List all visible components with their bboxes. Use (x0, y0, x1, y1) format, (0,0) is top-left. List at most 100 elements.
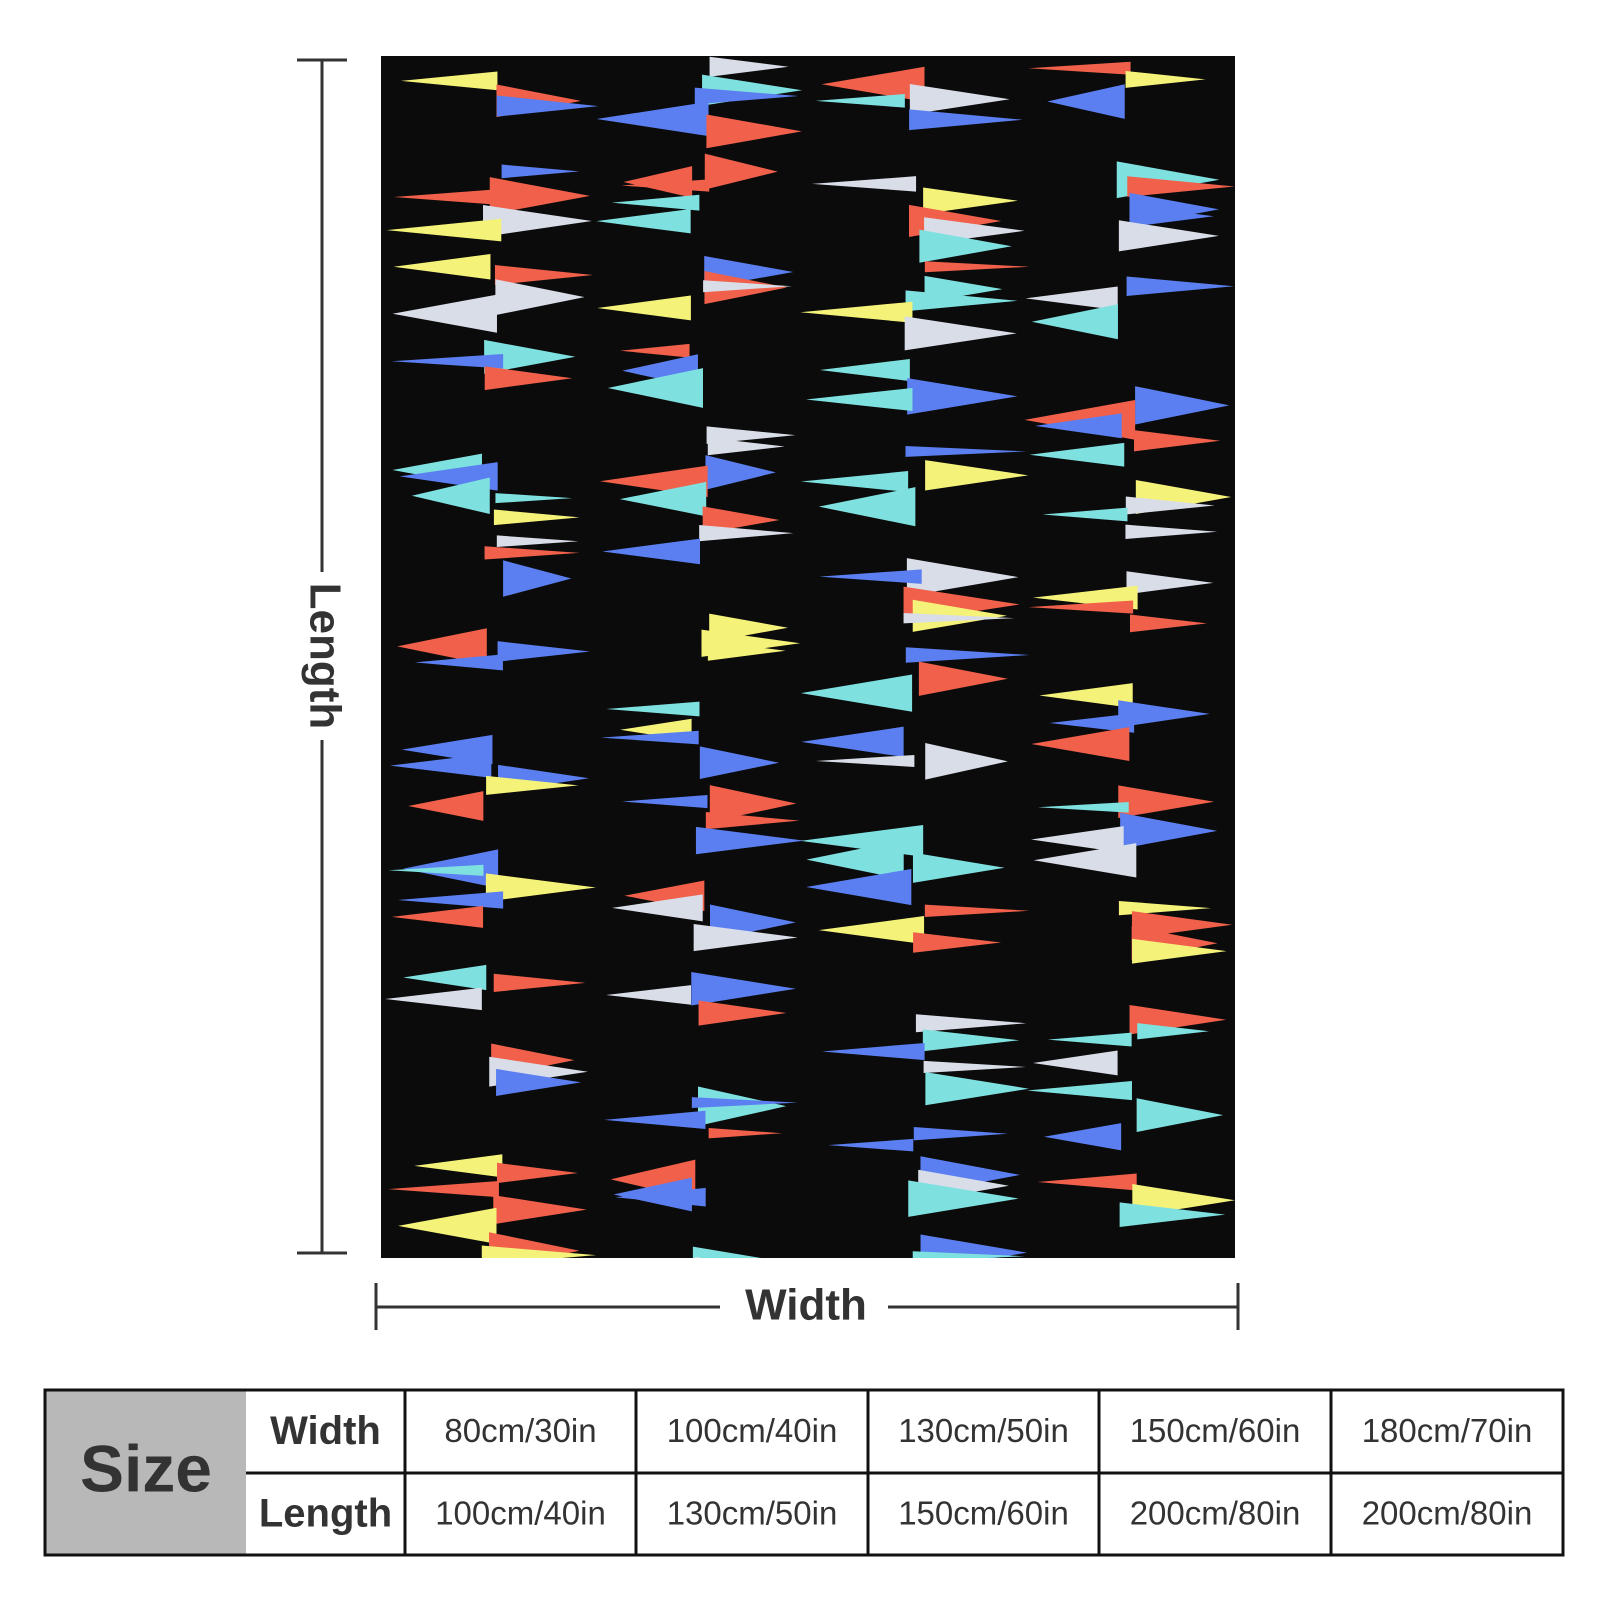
pattern-shape (494, 265, 594, 286)
pattern-shape (411, 477, 490, 515)
pattern-shape (1035, 413, 1122, 439)
pattern-shape (1125, 524, 1218, 539)
pattern-shape (486, 775, 579, 795)
pattern-shape (904, 316, 1017, 351)
pattern-shape (709, 56, 789, 77)
pattern-shape (1028, 600, 1134, 614)
pattern-shape (1138, 1108, 1206, 1121)
pattern-shape (619, 481, 707, 517)
pattern-shape (705, 812, 800, 830)
pattern-shape (1118, 700, 1210, 728)
table-cell: 80cm/30in (444, 1412, 596, 1449)
pattern-shape (812, 176, 917, 192)
width-arrow (374, 1283, 1240, 1330)
pattern-shape (495, 279, 585, 316)
pattern-shape (907, 378, 1018, 415)
pattern-shape (800, 301, 913, 323)
pattern-shape (1037, 1173, 1137, 1191)
pattern-shape (501, 164, 580, 179)
pattern-shape (596, 208, 691, 234)
pattern-shape (913, 1127, 1008, 1141)
pattern-shape (1118, 220, 1219, 252)
table-cell: 100cm/40in (667, 1412, 838, 1449)
pattern-shape (1033, 843, 1137, 878)
pattern-shape (1132, 938, 1227, 964)
pattern-shape (497, 641, 590, 662)
pattern-shape (905, 290, 1018, 312)
pattern-shape (1031, 826, 1124, 853)
pattern-shape (1127, 1258, 1226, 1271)
pattern-shape (1039, 683, 1133, 708)
pattern-shape (818, 487, 916, 527)
pattern-shape (1047, 1032, 1132, 1047)
pattern-shape (621, 179, 710, 192)
pattern-shape (385, 987, 482, 1011)
pattern-shape (909, 109, 1023, 131)
pattern-shape (925, 460, 1029, 491)
pattern-shape (495, 493, 573, 504)
pattern-shape (493, 973, 586, 992)
pattern-shape (708, 1127, 782, 1139)
pattern-shape (923, 187, 1018, 214)
pattern-shape (602, 538, 700, 565)
pattern-shape (1125, 70, 1206, 88)
pattern-shape (1125, 496, 1215, 515)
pattern-shape (484, 339, 576, 374)
pattern-shape (485, 1259, 593, 1290)
pattern-shape (607, 368, 703, 408)
length-label: Length (300, 583, 349, 730)
pattern-shape (400, 71, 498, 91)
pattern-shape (698, 1000, 787, 1026)
pattern-shape (496, 95, 599, 117)
pattern-shape (924, 904, 1030, 917)
pattern-shape (1118, 785, 1215, 819)
pattern-shape (707, 437, 785, 456)
pattern-shape (913, 932, 1002, 953)
pattern-shape (606, 985, 692, 1005)
pattern-shape (912, 852, 1005, 883)
pattern-shape (905, 445, 1027, 457)
pattern-shape (392, 294, 497, 333)
pattern-shape (388, 864, 484, 876)
table-cell: 200cm/80in (1130, 1495, 1301, 1532)
pattern-shape (1049, 713, 1135, 733)
pattern-shape (1134, 430, 1221, 452)
pattern-shape (1120, 812, 1218, 849)
pattern-shape (905, 647, 1030, 663)
pattern-shape (1138, 1282, 1232, 1300)
pattern-shape (398, 1207, 497, 1244)
pattern-shape (414, 654, 503, 671)
pattern-shape (1129, 614, 1208, 633)
pattern-shape (925, 743, 1008, 780)
pattern-shape (925, 1072, 1029, 1106)
pattern-shape (819, 569, 922, 584)
pattern-shape (1031, 727, 1130, 761)
pattern-shape (1025, 286, 1118, 311)
table-cell: 150cm/60in (1130, 1412, 1301, 1449)
row-header: Width (270, 1409, 381, 1453)
pattern-shape (612, 894, 703, 922)
pattern-shape (801, 726, 904, 757)
pattern-shape (821, 1042, 925, 1061)
pattern-shape (615, 1187, 706, 1207)
pattern-shape (604, 1110, 706, 1129)
pattern-shape (908, 1180, 1019, 1217)
pattern-shape (1135, 386, 1230, 425)
pattern-shape (806, 839, 904, 880)
pattern-shape (606, 701, 700, 717)
pattern-shape (906, 558, 1019, 597)
length-arrow (297, 58, 347, 1255)
pattern-shape (389, 753, 492, 778)
pattern-shape (1042, 507, 1128, 522)
pattern-shape (691, 972, 796, 1006)
pattern-shape (496, 1068, 582, 1096)
size-cell (45, 1390, 246, 1555)
pattern-shape (819, 358, 910, 382)
pattern-shape (697, 1086, 787, 1126)
size-table: Size Width 80cm/30in 100cm/40in 130cm/50in 1… (43, 1388, 1565, 1557)
pattern-shape (1126, 571, 1214, 595)
pattern-shape (496, 1162, 578, 1184)
table-cell: 100cm/40in (435, 1495, 606, 1532)
